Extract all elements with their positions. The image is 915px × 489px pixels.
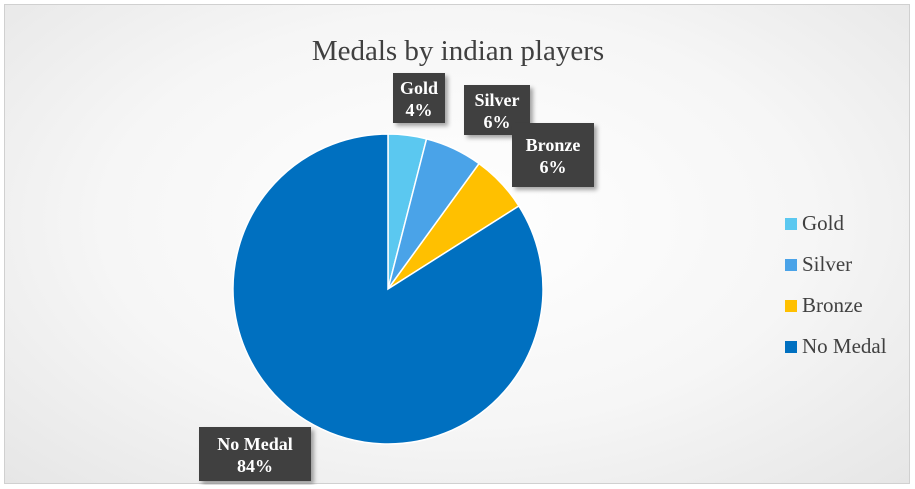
data-label-name: Gold: [400, 78, 438, 98]
legend-item-silver: Silver: [785, 244, 887, 285]
data-label-value: 4%: [406, 100, 433, 120]
legend-swatch-no-medal: [785, 340, 797, 353]
legend-label-bronze: Bronze: [802, 293, 863, 317]
legend-item-no-medal: No Medal: [785, 326, 887, 367]
data-label-value: 6%: [484, 112, 511, 132]
legend-swatch-bronze: [785, 299, 797, 312]
legend-label-gold: Gold: [802, 211, 844, 235]
data-label-name: Silver: [475, 90, 520, 110]
chart-title: Medals by indian players: [311, 35, 605, 67]
data-label-box: [393, 73, 445, 123]
legend-swatch-silver: [785, 258, 797, 271]
legend-item-bronze: Bronze: [785, 285, 887, 326]
pie-slice-no-medal: [232, 133, 544, 445]
data-label-name: No Medal: [217, 434, 293, 454]
legend: Gold Silver Bronze No Medal: [785, 203, 887, 367]
data-label-value: 84%: [237, 456, 273, 476]
data-label-box: [512, 123, 594, 187]
data-label-name: Bronze: [526, 135, 581, 155]
data-label-box: [199, 427, 311, 481]
chart-area: Medals by indian players Gold 4% Silver 6% B…: [4, 4, 910, 484]
legend-item-gold: Gold: [785, 203, 887, 244]
legend-swatch-gold: [785, 217, 797, 230]
legend-label-silver: Silver: [802, 252, 853, 276]
legend-label-no-medal: No Medal: [802, 334, 887, 358]
data-label-value: 6%: [540, 157, 567, 177]
